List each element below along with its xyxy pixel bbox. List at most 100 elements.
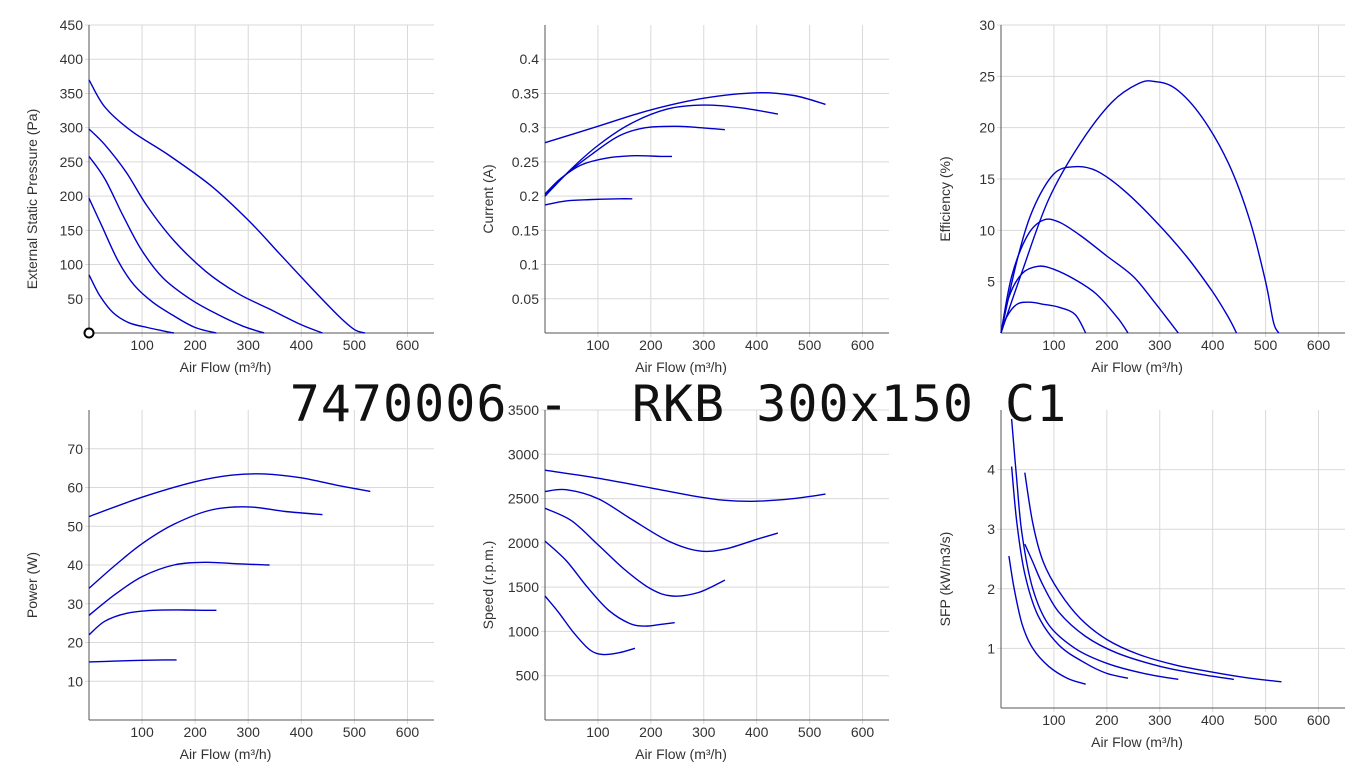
y-tick-label: 10 xyxy=(979,222,995,238)
x-tick-label: 200 xyxy=(639,337,663,353)
y-tick-label: 450 xyxy=(60,17,84,33)
y-axis-label: SFP (kW/m3/s) xyxy=(937,532,953,627)
y-tick-label: 350 xyxy=(60,85,84,101)
y-tick-label: 3500 xyxy=(508,402,539,418)
series-line-1 xyxy=(1000,80,1280,334)
x-tick-label: 500 xyxy=(798,337,822,353)
x-tick-label: 500 xyxy=(1254,712,1278,728)
x-tick-label: 200 xyxy=(1095,712,1119,728)
series-line-4 xyxy=(1000,265,1129,334)
x-tick-label: 500 xyxy=(343,724,367,740)
y-tick-label: 20 xyxy=(67,635,83,651)
x-tick-label: 500 xyxy=(343,337,367,353)
x-tick-label: 600 xyxy=(396,724,420,740)
y-tick-label: 25 xyxy=(979,68,995,84)
series-line-5 xyxy=(1008,555,1086,685)
series-line-2 xyxy=(1024,543,1235,681)
y-tick-label: 2000 xyxy=(508,535,539,551)
y-tick-label: 10 xyxy=(67,673,83,689)
y-tick-label: 250 xyxy=(60,154,84,170)
x-axis-label: Air Flow (m³/h) xyxy=(180,359,272,375)
y-axis-label: External Static Pressure (Pa) xyxy=(24,109,40,290)
x-tick-label: 100 xyxy=(130,337,154,353)
y-axis-label: Speed (r.p.m.) xyxy=(480,541,496,630)
x-tick-label: 300 xyxy=(1148,712,1172,728)
model-title: 7470006 - RKB 300x150 C1 xyxy=(289,375,1068,433)
x-tick-label: 100 xyxy=(586,337,610,353)
x-tick-label: 600 xyxy=(851,337,875,353)
series-line-5 xyxy=(1000,301,1087,334)
y-tick-label: 0.05 xyxy=(512,291,539,307)
y-tick-label: 1 xyxy=(987,640,995,656)
y-tick-label: 0.2 xyxy=(520,188,540,204)
series-line-4 xyxy=(88,197,217,334)
x-tick-label: 400 xyxy=(290,337,314,353)
y-tick-label: 40 xyxy=(67,557,83,573)
series-line-2 xyxy=(1000,165,1238,334)
x-axis-label: Air Flow (m³/h) xyxy=(180,746,272,762)
x-tick-label: 100 xyxy=(130,724,154,740)
x-tick-label: 600 xyxy=(396,337,420,353)
x-tick-label: 300 xyxy=(692,724,716,740)
x-tick-label: 500 xyxy=(798,724,822,740)
y-tick-label: 2 xyxy=(987,581,995,597)
x-tick-label: 600 xyxy=(1307,337,1331,353)
series-line-4 xyxy=(88,609,217,636)
x-tick-label: 400 xyxy=(1201,712,1225,728)
series-line-2 xyxy=(88,506,323,589)
y-axis-label: Efficiency (%) xyxy=(937,156,953,241)
y-tick-label: 1500 xyxy=(508,579,539,595)
x-tick-label: 100 xyxy=(1042,337,1066,353)
series-line-1 xyxy=(88,79,366,334)
y-tick-label: 100 xyxy=(60,257,84,273)
x-axis-label: Air Flow (m³/h) xyxy=(1091,359,1183,375)
x-tick-label: 200 xyxy=(639,724,663,740)
x-tick-label: 400 xyxy=(745,724,769,740)
series-line-1 xyxy=(544,91,826,144)
y-tick-label: 0.15 xyxy=(512,222,539,238)
y-tick-label: 50 xyxy=(67,291,83,307)
x-tick-label: 600 xyxy=(851,724,875,740)
x-tick-label: 600 xyxy=(1307,712,1331,728)
x-axis-label: Air Flow (m³/h) xyxy=(635,746,727,762)
x-tick-label: 300 xyxy=(692,337,716,353)
series-line-3 xyxy=(544,125,725,197)
y-tick-label: 0.25 xyxy=(512,154,539,170)
series-line-3 xyxy=(1000,218,1179,334)
x-axis-label: Air Flow (m³/h) xyxy=(635,359,727,375)
y-tick-label: 0.4 xyxy=(520,51,540,67)
chart-efficiency: 100 200 300 400 500 600 5 10 15 20 25 30 Air Flow (m… xyxy=(937,17,1345,375)
chart-sfp: 100 200 300 400 500 600 1 2 3 4 Air Flow (m³/h) SFP… xyxy=(937,410,1345,750)
series-line-1 xyxy=(88,473,371,518)
y-tick-label: 500 xyxy=(516,668,540,684)
y-tick-label: 150 xyxy=(60,222,84,238)
y-tick-label: 0.35 xyxy=(512,85,539,101)
y-tick-label: 0.1 xyxy=(520,257,540,273)
x-axis-label: Air Flow (m³/h) xyxy=(1091,734,1183,750)
series-line-3 xyxy=(544,507,726,597)
x-tick-label: 300 xyxy=(1148,337,1172,353)
y-tick-label: 20 xyxy=(979,120,995,136)
series-line-2 xyxy=(544,104,779,197)
y-tick-label: 60 xyxy=(67,480,83,496)
x-tick-label: 400 xyxy=(290,724,314,740)
x-tick-label: 200 xyxy=(1095,337,1119,353)
series-line-5 xyxy=(88,274,175,334)
y-tick-label: 3 xyxy=(987,521,995,537)
series-line-1 xyxy=(544,469,826,503)
y-tick-label: 1000 xyxy=(508,623,539,639)
x-tick-label: 200 xyxy=(183,337,207,353)
x-tick-label: 300 xyxy=(237,337,261,353)
y-tick-label: 200 xyxy=(60,188,84,204)
x-tick-label: 200 xyxy=(183,724,207,740)
chart-speed: 100 200 300 400 500 600 500 1000 1500 2000 2500 300… xyxy=(480,402,889,762)
chart-pressure: 100 200 300 400 500 600 50 100 150 200 250 300 350 40… xyxy=(24,17,434,375)
series-line-2 xyxy=(544,488,779,553)
series-line-5 xyxy=(544,595,636,656)
series-line-4 xyxy=(544,154,673,195)
x-tick-label: 500 xyxy=(1254,337,1278,353)
x-tick-label: 300 xyxy=(237,724,261,740)
y-axis-label: Power (W) xyxy=(24,552,40,618)
series-line-3 xyxy=(1010,418,1179,681)
